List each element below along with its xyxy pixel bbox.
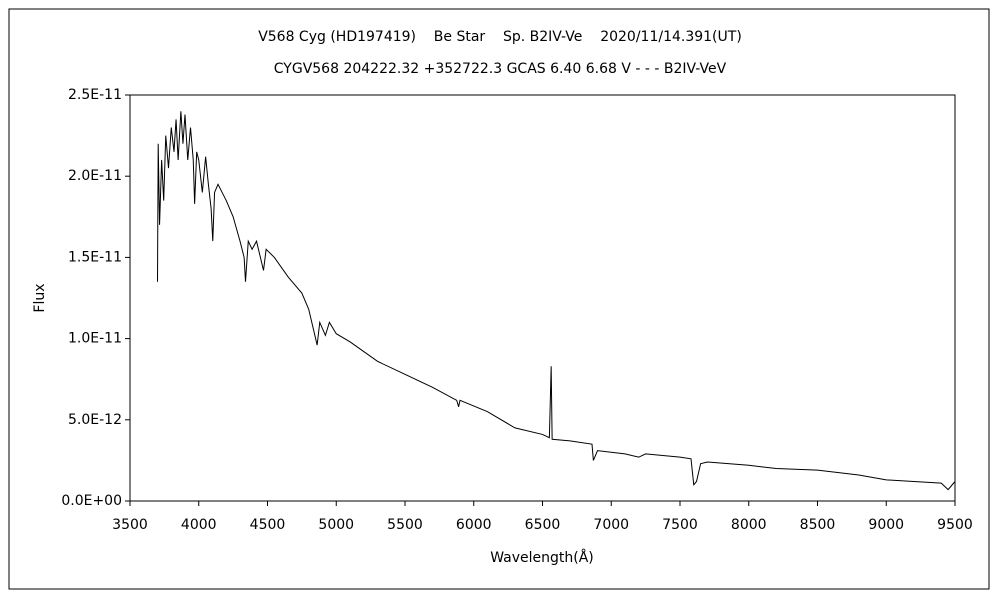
spectrum-line — [157, 111, 956, 491]
x-tick-label: 5000 — [318, 517, 354, 533]
y-tick-label: 2.5E-11 — [68, 87, 122, 103]
x-tick-label: 7500 — [662, 517, 698, 533]
chart-subtitle: CYGV568 204222.32 +352722.3 GCAS 6.40 6.… — [274, 61, 727, 77]
y-tick-label: 2.0E-11 — [68, 168, 122, 184]
x-tick-label: 7000 — [593, 517, 629, 533]
x-axis-label: Wavelength(Å) — [490, 549, 594, 566]
x-tick-label: 8000 — [731, 517, 767, 533]
x-tick-label: 6500 — [525, 517, 561, 533]
x-tick-label: 8500 — [800, 517, 836, 533]
chart-title: V568 Cyg (HD197419) Be Star Sp. B2IV-Ve … — [258, 29, 742, 45]
x-tick-label: 9000 — [868, 517, 904, 533]
y-tick-label: 5.0E-12 — [68, 412, 122, 428]
chart-border — [8, 8, 990, 590]
y-tick-label: 0.0E+00 — [61, 493, 122, 509]
x-tick-label: 9500 — [937, 517, 973, 533]
y-tick-label: 1.5E-11 — [68, 249, 122, 265]
x-tick-label: 4500 — [250, 517, 286, 533]
x-tick-label: 6000 — [456, 517, 492, 533]
y-tick-label: 1.0E-11 — [68, 331, 122, 347]
x-tick-label: 3500 — [112, 517, 148, 533]
x-tick-label: 5500 — [387, 517, 423, 533]
y-axis-label: Flux — [32, 283, 48, 312]
x-tick-label: 4000 — [181, 517, 217, 533]
